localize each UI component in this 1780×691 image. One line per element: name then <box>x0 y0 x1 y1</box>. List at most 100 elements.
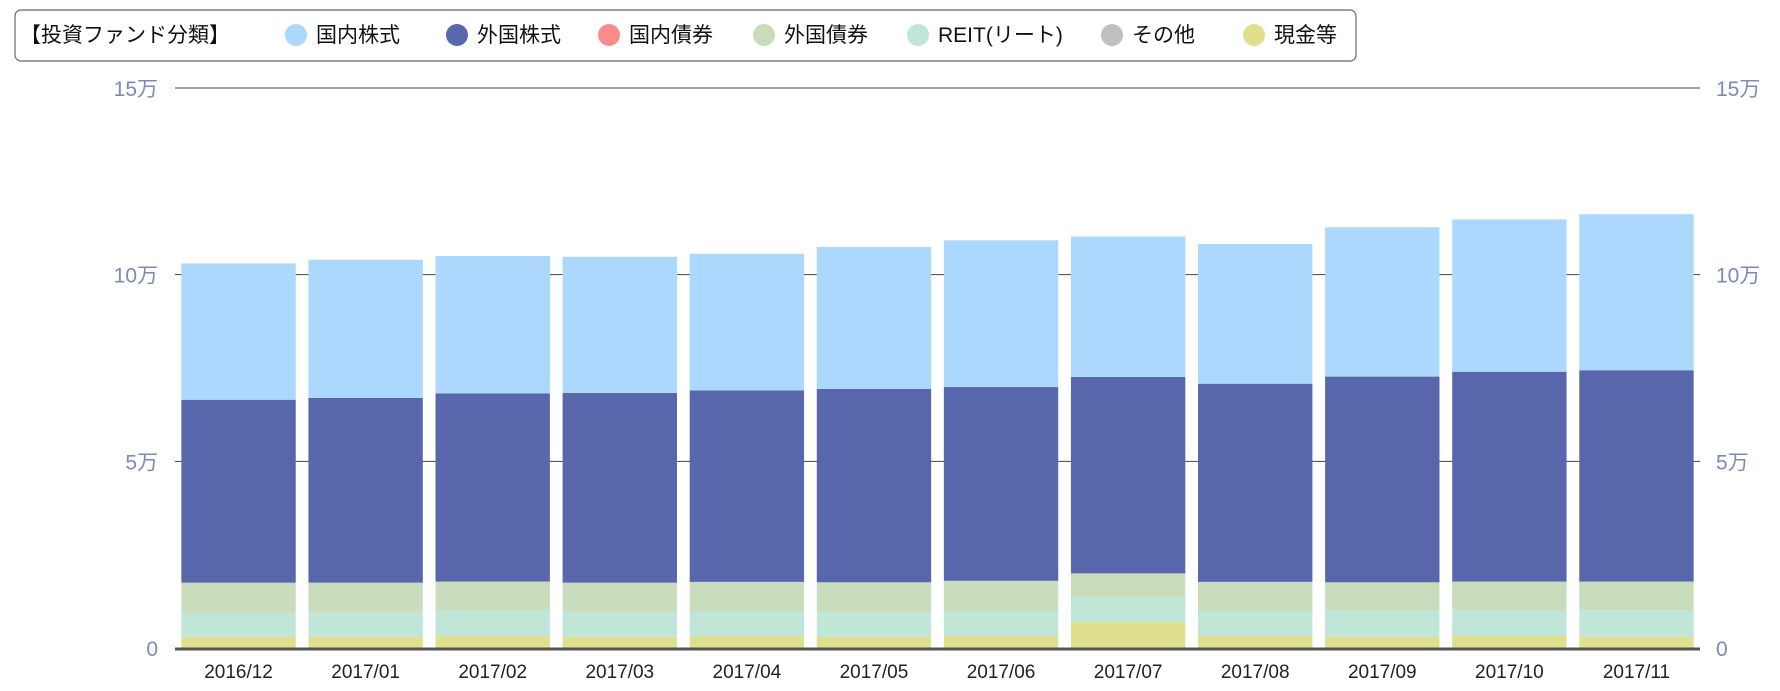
legend-box <box>14 9 1357 62</box>
legend-marker[interactable] <box>1101 24 1123 46</box>
x-tick-label: 2017/06 <box>967 662 1036 683</box>
bar-segment[interactable] <box>689 611 805 637</box>
bar-segment[interactable] <box>562 393 677 583</box>
legend-label[interactable]: 外国債券 <box>784 24 868 47</box>
bar-segment[interactable] <box>816 388 932 583</box>
x-tick-label: 2017/01 <box>331 662 400 683</box>
bar-segment[interactable] <box>1198 244 1313 384</box>
bar-segment[interactable] <box>562 636 677 648</box>
y-tick-label-right: 10万 <box>1716 265 1760 288</box>
bar-segment[interactable] <box>1198 581 1313 612</box>
y-tick-label-right: 5万 <box>1716 451 1749 474</box>
legend-marker[interactable] <box>907 24 929 46</box>
axes: 0 0 5万 5万 10万 10万 15万 15万 2016/12 2017/01 2017/02 2… <box>114 78 1761 683</box>
bar-segment[interactable] <box>1070 573 1186 598</box>
bar-segment[interactable] <box>1070 236 1186 377</box>
bar-segment[interactable] <box>435 636 550 648</box>
bar-segment[interactable] <box>943 636 1059 648</box>
legend-label[interactable]: 現金等 <box>1274 24 1337 47</box>
bar-segment[interactable] <box>1579 370 1694 582</box>
bar-segment[interactable] <box>1579 581 1694 611</box>
bar-segment[interactable] <box>943 611 1059 637</box>
bar-segment[interactable] <box>308 611 423 637</box>
bar-segment[interactable] <box>1198 611 1313 637</box>
y-tick-label-right: 0 <box>1716 638 1728 661</box>
bar-segment[interactable] <box>1070 597 1186 622</box>
bar-segment[interactable] <box>689 390 805 582</box>
bar-segment[interactable] <box>1452 581 1567 610</box>
bar-segment[interactable] <box>181 582 296 613</box>
bar-segment[interactable] <box>1325 227 1440 377</box>
bar-segment[interactable] <box>308 397 423 583</box>
legend-marker[interactable] <box>598 24 620 46</box>
bar-segment[interactable] <box>816 247 932 389</box>
bar-segment[interactable] <box>1579 214 1694 371</box>
bar-segment[interactable] <box>1325 376 1440 583</box>
bar-segment[interactable] <box>1325 582 1440 611</box>
x-tick-label: 2017/08 <box>1221 662 1290 683</box>
legend-marker[interactable] <box>285 24 307 46</box>
bar-segment[interactable] <box>943 240 1059 388</box>
legend-marker[interactable] <box>1243 24 1265 46</box>
x-tick-label: 2016/12 <box>204 662 273 683</box>
legend-label[interactable]: 外国株式 <box>477 24 561 47</box>
bar-segment[interactable] <box>435 256 550 394</box>
bar-segment[interactable] <box>181 636 296 648</box>
legend-label[interactable]: 国内債券 <box>629 24 713 47</box>
bar-segment[interactable] <box>816 636 932 648</box>
bar-segment[interactable] <box>308 582 423 612</box>
bar-segment[interactable] <box>562 611 677 637</box>
x-tick-label: 2017/09 <box>1348 662 1417 683</box>
y-tick-label-left: 15万 <box>114 78 158 101</box>
legend-title: 【投資ファンド分類】 <box>20 24 230 47</box>
bar-segment[interactable] <box>308 636 423 648</box>
x-tick-label: 2017/03 <box>585 662 654 683</box>
bar-segment[interactable] <box>689 636 805 648</box>
x-tick-label: 2017/02 <box>458 662 527 683</box>
bar-segment[interactable] <box>689 253 805 391</box>
bar-segment[interactable] <box>816 582 932 612</box>
bar-segment[interactable] <box>308 259 423 398</box>
x-tick-label: 2017/04 <box>713 662 782 683</box>
bar-segment[interactable] <box>816 611 932 637</box>
y-tick-label-left: 10万 <box>114 265 158 288</box>
bar-segment[interactable] <box>1325 636 1440 648</box>
bar-segment[interactable] <box>562 256 677 394</box>
x-tick-label: 2017/10 <box>1475 662 1544 683</box>
bar-segment[interactable] <box>435 581 550 611</box>
legend[interactable]: 【投資ファンド分類】 国内株式 外国株式 国内債券 外国債券 REIT(リート) その他 現… <box>14 9 1357 62</box>
bar-segment[interactable] <box>943 580 1059 612</box>
bar-segment[interactable] <box>1198 383 1313 582</box>
bar-segment[interactable] <box>1452 635 1567 648</box>
y-tick-label-left: 5万 <box>125 451 158 474</box>
x-tick-label: 2017/05 <box>840 662 909 683</box>
legend-label[interactable]: REIT(リート) <box>938 24 1063 47</box>
bar-segment[interactable] <box>943 387 1059 581</box>
bar-segment[interactable] <box>435 393 550 582</box>
bar-segment[interactable] <box>1070 376 1186 574</box>
bar-segment[interactable] <box>181 263 296 400</box>
legend-marker[interactable] <box>753 24 775 46</box>
legend-label[interactable]: その他 <box>1132 24 1195 47</box>
x-tick-label: 2017/07 <box>1094 662 1163 683</box>
bar-segment[interactable] <box>1452 371 1567 582</box>
bar-segment[interactable] <box>1198 636 1313 648</box>
legend-marker[interactable] <box>446 24 468 46</box>
legend-label[interactable]: 国内株式 <box>316 24 400 47</box>
bar-segment[interactable] <box>181 399 296 583</box>
y-tick-label-left: 0 <box>146 638 158 661</box>
bar-segment[interactable] <box>1325 610 1440 637</box>
bar-segment[interactable] <box>1070 621 1186 648</box>
bar-segment[interactable] <box>689 581 805 612</box>
y-tick-label-right: 15万 <box>1716 78 1760 101</box>
bar-segment[interactable] <box>1579 636 1694 648</box>
bar-segment[interactable] <box>1579 610 1694 637</box>
bar-segment[interactable] <box>562 582 677 612</box>
bar-segment[interactable] <box>435 610 550 637</box>
bar-segment[interactable] <box>181 612 296 637</box>
bar-segment[interactable] <box>1452 219 1567 372</box>
bars <box>181 214 1694 648</box>
bar-segment[interactable] <box>1452 609 1567 636</box>
